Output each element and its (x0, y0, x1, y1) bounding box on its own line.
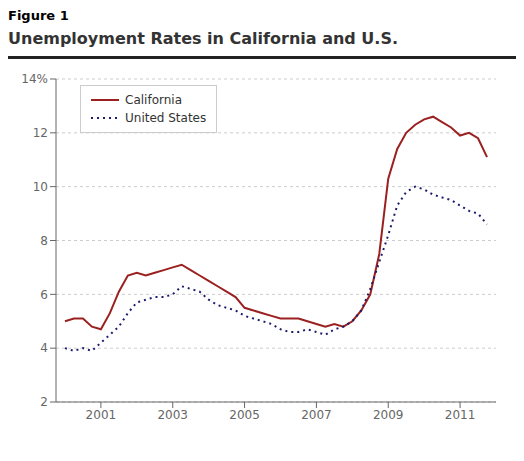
svg-text:6: 6 (40, 288, 48, 302)
svg-text:8: 8 (40, 234, 48, 248)
html-text:California: California (125, 93, 182, 107)
svg-text:2009: 2009 (373, 408, 404, 422)
html-text:United States: United States (125, 111, 207, 125)
svg-text:2: 2 (40, 395, 48, 409)
svg-text:2001: 2001 (86, 408, 117, 422)
svg-text:2007: 2007 (301, 408, 332, 422)
svg-text:12: 12 (33, 126, 48, 140)
svg-text:10: 10 (33, 180, 48, 194)
svg-text:2011: 2011 (445, 408, 476, 422)
svg-text:14%: 14% (21, 72, 48, 86)
svg-text:2003: 2003 (157, 408, 188, 422)
html-text:Figure 1: Figure 1 (8, 8, 69, 23)
svg-text:2005: 2005 (229, 408, 260, 422)
html-text:Unemployment Rates in Californ: Unemployment Rates in California and U.S… (8, 29, 398, 48)
svg-text:4: 4 (40, 341, 48, 355)
